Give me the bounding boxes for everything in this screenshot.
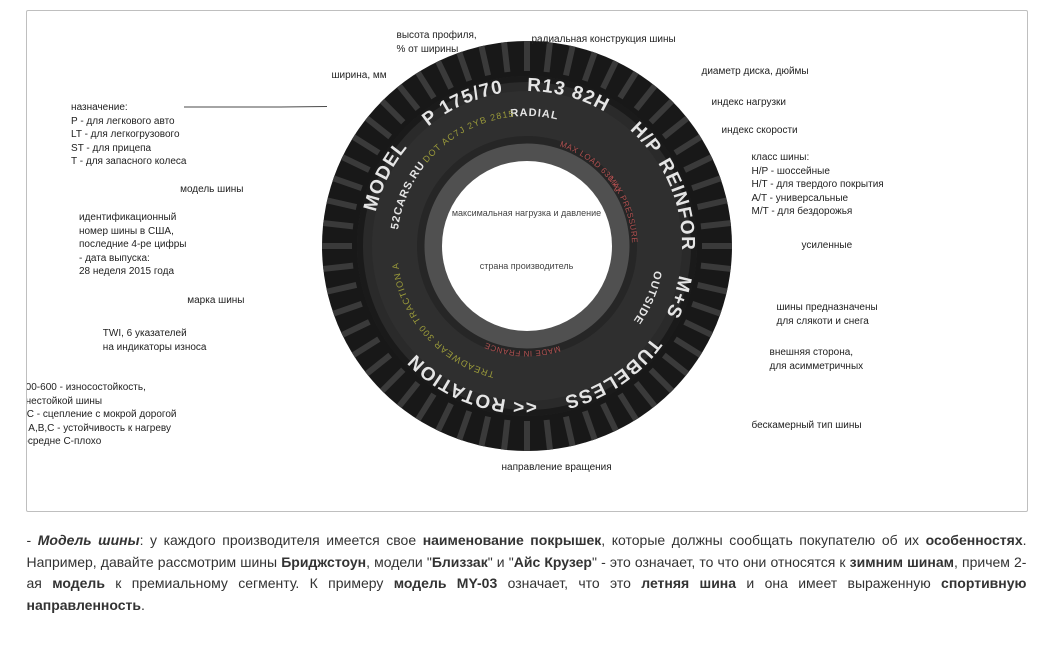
- callout-model: модель шины: [180, 183, 243, 197]
- callout-radial: радиальная конструкция шины: [532, 33, 676, 47]
- callout-diam: диаметр диска, дюймы: [702, 65, 809, 79]
- description-paragraph: - Модель шины: у каждого производителя и…: [27, 530, 1027, 617]
- callout-load: индекс нагрузки: [712, 96, 787, 110]
- callout-speed: индекс скорости: [722, 124, 798, 138]
- callout-tread: Treadwear 100-600 - износостойкость, % о…: [26, 381, 177, 449]
- callout-dot: идентификационный номер шины в США, посл…: [79, 211, 187, 279]
- callout-twi: TWI, 6 указателей на индикаторы износа: [103, 327, 207, 354]
- callout-rotation: направление вращения: [502, 461, 612, 475]
- callout-marka: марка шины: [187, 294, 244, 308]
- tire-diagram: MODEL P 175/70 R13 82H H/P REINFORCED M+…: [26, 10, 1028, 512]
- callout-class: класс шины: H/P - шоссейные H/T - для тв…: [752, 151, 884, 219]
- callout-profil: высота профиля, % от ширины: [397, 29, 477, 56]
- callout-ms: шины предназначены для слякоти и снега: [777, 301, 878, 328]
- callout-shirina: ширина, мм: [332, 69, 387, 83]
- callout-reinf: усиленные: [802, 239, 853, 253]
- callout-tubeless: бескамерный тип шины: [752, 419, 862, 433]
- callout-nazn: назначение: P - для легкового авто LT - …: [71, 101, 186, 169]
- center-label-bottom: страна производитель: [447, 261, 607, 272]
- center-label-top: максимальная нагрузка и давление: [447, 208, 607, 219]
- callout-outside: внешняя сторона, для асимметричных: [770, 346, 864, 373]
- diagram-stage: MODEL P 175/70 R13 82H H/P REINFORCED M+…: [27, 11, 1027, 511]
